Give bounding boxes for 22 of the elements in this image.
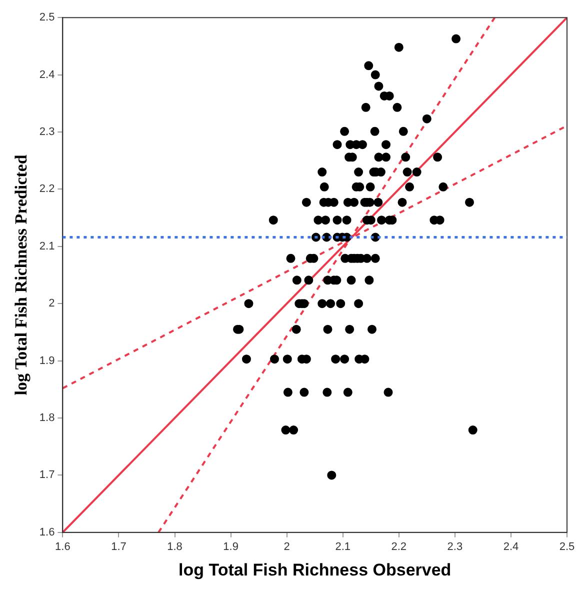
x-tick-label: 2.5: [559, 541, 575, 554]
x-tick-label: 1.6: [55, 541, 70, 554]
y-tick-label: 1.9: [39, 354, 55, 367]
y-tick-label: 2.4: [39, 68, 55, 81]
x-tick-label: 2.1: [335, 541, 351, 554]
y-axis-title: log Total Fish Richness Predicted: [12, 154, 31, 396]
x-tick-label: 2: [284, 541, 290, 554]
y-tick-label: 2.1: [39, 240, 55, 252]
x-tick-label: 1.7: [111, 541, 126, 554]
x-axis-title: log Total Fish Richness Observed: [178, 560, 452, 580]
x-tick-label: 2.4: [503, 541, 519, 554]
y-tick-label: 2.5: [39, 12, 55, 24]
x-tick-label: 1.9: [223, 541, 238, 554]
y-tick-label: 2.3: [39, 126, 55, 138]
x-tick-label: 2.2: [391, 541, 407, 554]
y-tick-label: 2: [48, 298, 55, 310]
x-tick-label: 2.3: [447, 541, 463, 554]
x-tick-label: 1.8: [167, 541, 182, 554]
y-tick-label: 1.7: [39, 469, 55, 482]
y-tick-label: 1.8: [39, 412, 55, 424]
y-tick-label: 1.6: [39, 526, 55, 538]
y-tick-label: 2.2: [39, 183, 55, 196]
